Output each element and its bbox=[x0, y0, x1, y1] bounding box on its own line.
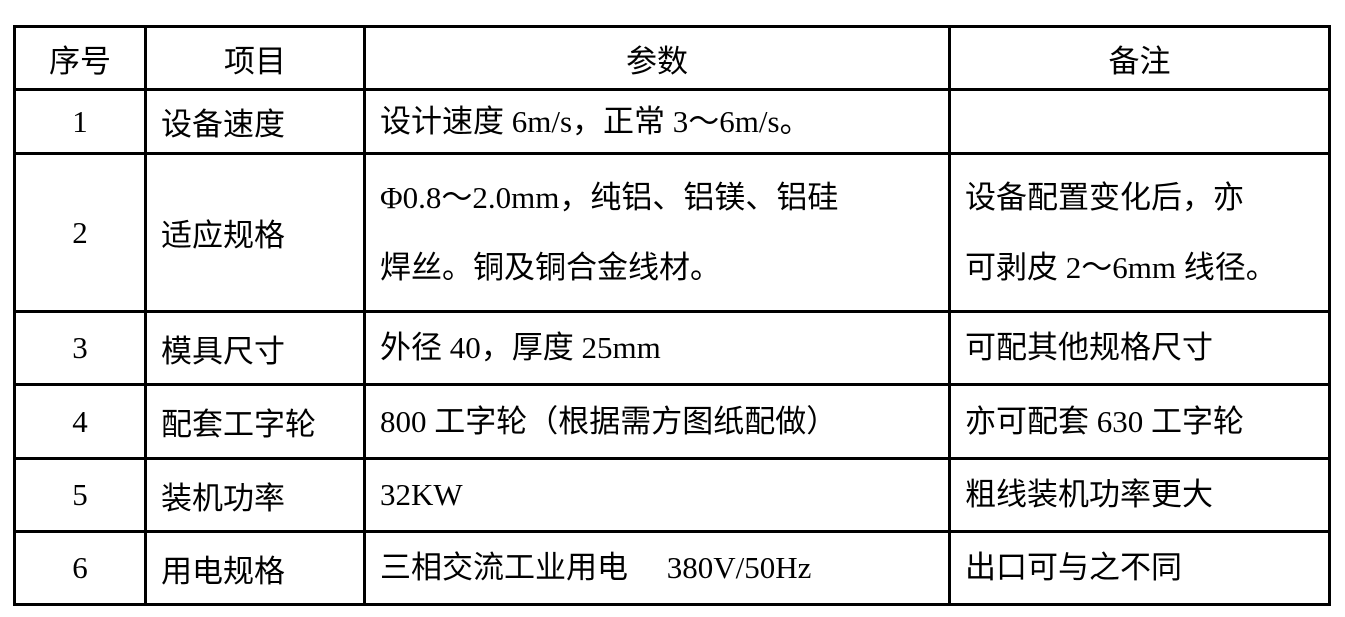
table-row: 1 设备速度 设计速度 6m/s，正常 3～6m/s。 bbox=[13, 88, 1331, 155]
cell-serial: 5 bbox=[13, 457, 147, 533]
cell-serial: 6 bbox=[13, 530, 147, 606]
param-line: 设计速度 6m/s，正常 3～6m/s。 bbox=[380, 103, 811, 139]
note-line: 设备配置变化后，亦 bbox=[965, 179, 1244, 215]
note-line: 可剥皮 2～6mm 线径。 bbox=[965, 249, 1277, 285]
table-row: 6 用电规格 三相交流工业用电 380V/50Hz 出口可与之不同 bbox=[13, 530, 1331, 606]
note-line: 出口可与之不同 bbox=[965, 550, 1182, 585]
cell-note: 粗线装机功率更大 bbox=[948, 457, 1331, 533]
param-line: 32KW bbox=[380, 477, 463, 512]
cell-param: 三相交流工业用电 380V/50Hz bbox=[363, 530, 951, 606]
cell-item: 适应规格 bbox=[144, 152, 366, 313]
spec-table: 序号 项目 参数 备注 1 设备速度 设计速度 6m/s，正常 3～6m/s。 … bbox=[13, 25, 1331, 606]
cell-note: 可配其他规格尺寸 bbox=[948, 310, 1331, 386]
note-line: 可配其他规格尺寸 bbox=[965, 330, 1213, 365]
header-cell-item: 项目 bbox=[144, 25, 366, 91]
header-cell-param: 参数 bbox=[363, 25, 951, 91]
cell-serial: 1 bbox=[13, 88, 147, 155]
table-row: 3 模具尺寸 外径 40，厚度 25mm 可配其他规格尺寸 bbox=[13, 310, 1331, 386]
param-line: 焊丝。铜及铜合金线材。 bbox=[380, 249, 721, 285]
param-line: 外径 40，厚度 25mm bbox=[380, 330, 661, 365]
table-row: 2 适应规格 Φ0.8～2.0mm，纯铝、铝镁、铝硅 焊丝。铜及铜合金线材。 设… bbox=[13, 152, 1331, 313]
cell-param: 32KW bbox=[363, 457, 951, 533]
cell-note: 设备配置变化后，亦 可剥皮 2～6mm 线径。 bbox=[948, 152, 1331, 313]
cell-serial: 2 bbox=[13, 152, 147, 313]
cell-serial: 4 bbox=[13, 383, 147, 460]
cell-note: 亦可配套 630 工字轮 bbox=[948, 383, 1331, 460]
cell-note bbox=[948, 88, 1331, 155]
note-line: 粗线装机功率更大 bbox=[965, 477, 1213, 512]
note-line: 亦可配套 630 工字轮 bbox=[965, 403, 1244, 439]
cell-item: 用电规格 bbox=[144, 530, 366, 606]
table-row: 4 配套工字轮 800 工字轮（根据需方图纸配做） 亦可配套 630 工字轮 bbox=[13, 383, 1331, 460]
cell-param: 800 工字轮（根据需方图纸配做） bbox=[363, 383, 951, 460]
param-line: 800 工字轮（根据需方图纸配做） bbox=[380, 403, 838, 439]
cell-serial: 3 bbox=[13, 310, 147, 386]
cell-param: Φ0.8～2.0mm，纯铝、铝镁、铝硅 焊丝。铜及铜合金线材。 bbox=[363, 152, 951, 313]
table-row: 5 装机功率 32KW 粗线装机功率更大 bbox=[13, 457, 1331, 533]
param-line: Φ0.8～2.0mm，纯铝、铝镁、铝硅 bbox=[380, 179, 839, 215]
cell-item: 配套工字轮 bbox=[144, 383, 366, 460]
param-line: 三相交流工业用电 380V/50Hz bbox=[380, 550, 812, 585]
cell-item: 模具尺寸 bbox=[144, 310, 366, 386]
header-cell-serial: 序号 bbox=[13, 25, 147, 91]
cell-item: 装机功率 bbox=[144, 457, 366, 533]
header-cell-note: 备注 bbox=[948, 25, 1331, 91]
header-row: 序号 项目 参数 备注 bbox=[13, 25, 1331, 91]
cell-note: 出口可与之不同 bbox=[948, 530, 1331, 606]
cell-param: 外径 40，厚度 25mm bbox=[363, 310, 951, 386]
cell-item: 设备速度 bbox=[144, 88, 366, 155]
cell-param: 设计速度 6m/s，正常 3～6m/s。 bbox=[363, 88, 951, 155]
